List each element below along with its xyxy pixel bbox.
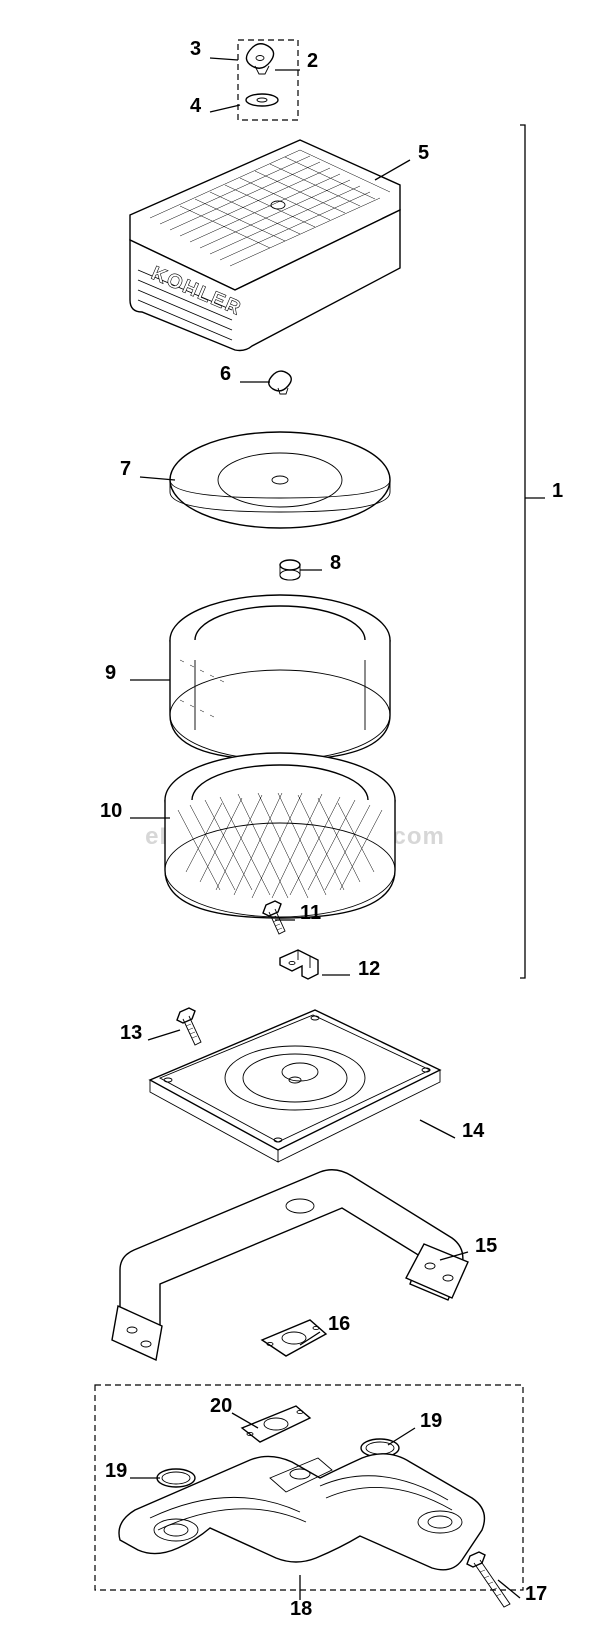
part-6-wingnut <box>269 371 292 394</box>
callout-19b: 19 <box>105 1460 127 1483</box>
callout-15: 15 <box>475 1235 497 1258</box>
callout-19a: 19 <box>420 1410 442 1433</box>
callout-9: 9 <box>105 662 116 685</box>
part-9-precleaner <box>170 595 390 760</box>
part-17-screw <box>467 1552 510 1607</box>
callout-6: 6 <box>220 363 231 386</box>
part-4-washer <box>246 94 278 106</box>
diagram-svg: KOHLER <box>0 0 590 1637</box>
diagram-canvas: eReplacementParts.com <box>0 0 590 1637</box>
callout-18: 18 <box>290 1598 312 1621</box>
callout-12: 12 <box>358 958 380 981</box>
part-13-screw <box>177 1008 201 1045</box>
part-19-oring-left <box>157 1469 195 1487</box>
callout-4: 4 <box>190 95 201 118</box>
callout-5: 5 <box>418 142 429 165</box>
part-16-gasket <box>262 1320 326 1356</box>
callout-17: 17 <box>525 1583 547 1606</box>
callout-2: 2 <box>307 50 318 73</box>
callout-1: 1 <box>552 480 563 503</box>
callout-16: 16 <box>328 1313 350 1336</box>
part-18-manifold <box>119 1454 484 1570</box>
part-8-grommet <box>280 560 300 580</box>
callout-14: 14 <box>462 1120 484 1143</box>
callout-7: 7 <box>120 458 131 481</box>
callout-10: 10 <box>100 800 122 823</box>
callout-11: 11 <box>300 902 321 925</box>
part-7-seal-plate <box>170 432 390 528</box>
callout-3: 3 <box>190 38 201 61</box>
part-3-knob <box>246 44 273 74</box>
callout-20: 20 <box>210 1395 232 1418</box>
bracket-1 <box>520 125 545 978</box>
callout-8: 8 <box>330 552 341 575</box>
part-10-element <box>165 753 395 918</box>
callout-13: 13 <box>120 1022 142 1045</box>
part-12-bracket <box>280 950 318 979</box>
part-5-cover: KOHLER <box>130 140 400 351</box>
